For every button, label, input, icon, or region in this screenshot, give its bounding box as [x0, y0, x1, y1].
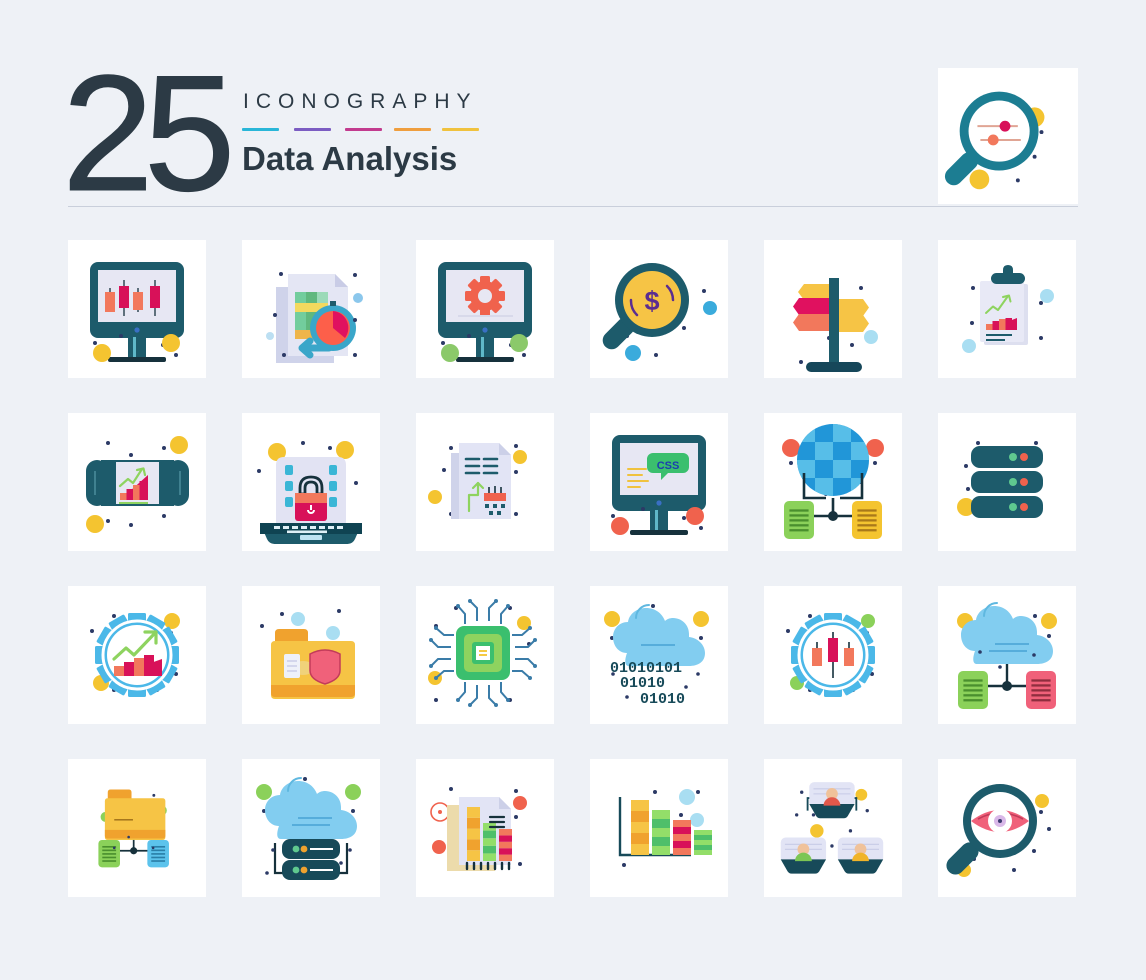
svg-text:CSS: CSS — [657, 460, 680, 472]
svg-text:01010: 01010 — [620, 675, 665, 692]
svg-text:$: $ — [644, 286, 659, 316]
svg-text:01010: 01010 — [640, 691, 685, 708]
svg-text:25: 25 — [62, 62, 229, 212]
